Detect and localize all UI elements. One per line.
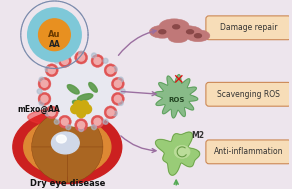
Text: AA: AA — [48, 40, 60, 49]
Ellipse shape — [159, 30, 166, 34]
Circle shape — [71, 105, 80, 114]
Ellipse shape — [173, 25, 180, 29]
Text: M2: M2 — [192, 132, 204, 140]
Circle shape — [107, 109, 114, 116]
Circle shape — [45, 106, 58, 119]
Circle shape — [78, 122, 85, 129]
Circle shape — [91, 125, 96, 130]
Circle shape — [103, 58, 108, 63]
Circle shape — [112, 67, 117, 72]
Circle shape — [118, 101, 123, 105]
Circle shape — [83, 105, 92, 114]
Text: ✕: ✕ — [172, 73, 184, 87]
Circle shape — [66, 125, 71, 130]
Circle shape — [114, 95, 121, 102]
Ellipse shape — [28, 108, 107, 126]
Ellipse shape — [77, 94, 93, 101]
Circle shape — [58, 54, 71, 67]
Circle shape — [75, 51, 88, 64]
Circle shape — [66, 53, 71, 58]
Text: ROS: ROS — [168, 97, 184, 103]
Ellipse shape — [168, 33, 188, 43]
Circle shape — [107, 67, 114, 74]
Ellipse shape — [72, 100, 82, 106]
Circle shape — [61, 57, 68, 64]
Circle shape — [61, 118, 68, 125]
Circle shape — [120, 89, 125, 94]
FancyBboxPatch shape — [206, 140, 291, 164]
Circle shape — [77, 109, 86, 118]
Circle shape — [75, 119, 88, 132]
Circle shape — [79, 127, 84, 132]
Circle shape — [104, 106, 117, 119]
Circle shape — [38, 92, 51, 105]
Text: Au: Au — [48, 30, 61, 39]
Ellipse shape — [174, 145, 190, 158]
Circle shape — [45, 111, 50, 116]
Ellipse shape — [159, 19, 189, 33]
Ellipse shape — [150, 25, 175, 38]
Circle shape — [91, 115, 104, 128]
Wedge shape — [32, 147, 67, 183]
Circle shape — [39, 77, 44, 82]
Circle shape — [112, 111, 117, 116]
Ellipse shape — [194, 34, 201, 38]
Ellipse shape — [67, 85, 79, 94]
Text: Anti-inflammation: Anti-inflammation — [214, 147, 283, 156]
Ellipse shape — [51, 132, 79, 154]
Circle shape — [118, 77, 123, 82]
Circle shape — [48, 109, 55, 116]
Ellipse shape — [89, 83, 97, 92]
Circle shape — [112, 92, 124, 105]
Wedge shape — [67, 111, 103, 147]
Circle shape — [38, 77, 51, 90]
Wedge shape — [67, 147, 103, 183]
Circle shape — [41, 95, 48, 102]
Text: Scavenging ROS: Scavenging ROS — [217, 90, 280, 99]
Ellipse shape — [43, 56, 120, 127]
Circle shape — [103, 119, 108, 124]
Ellipse shape — [56, 135, 66, 143]
Circle shape — [37, 89, 42, 94]
Text: Dry eye disease: Dry eye disease — [29, 179, 105, 188]
Text: mExo@AA: mExo@AA — [18, 105, 60, 114]
Circle shape — [45, 64, 58, 77]
Circle shape — [58, 115, 71, 128]
Circle shape — [74, 101, 83, 110]
Text: Damage repair: Damage repair — [220, 23, 277, 32]
Circle shape — [91, 54, 104, 67]
Circle shape — [39, 101, 44, 105]
Wedge shape — [32, 111, 67, 147]
Ellipse shape — [24, 118, 111, 176]
Ellipse shape — [187, 30, 194, 34]
Circle shape — [112, 77, 124, 90]
Circle shape — [48, 67, 55, 74]
Polygon shape — [156, 132, 200, 175]
Circle shape — [39, 19, 70, 51]
Ellipse shape — [174, 26, 202, 38]
Circle shape — [78, 54, 85, 61]
Circle shape — [114, 80, 121, 87]
Circle shape — [91, 53, 96, 58]
Circle shape — [94, 118, 101, 125]
Polygon shape — [155, 75, 198, 118]
Ellipse shape — [186, 30, 210, 42]
Circle shape — [45, 67, 50, 72]
Circle shape — [94, 57, 101, 64]
Circle shape — [104, 64, 117, 77]
Circle shape — [54, 58, 59, 63]
Circle shape — [41, 80, 48, 87]
Ellipse shape — [13, 110, 122, 184]
FancyBboxPatch shape — [206, 82, 291, 106]
FancyBboxPatch shape — [206, 16, 291, 40]
Circle shape — [79, 51, 84, 56]
Circle shape — [29, 9, 80, 60]
Circle shape — [80, 101, 88, 110]
Circle shape — [54, 119, 59, 124]
